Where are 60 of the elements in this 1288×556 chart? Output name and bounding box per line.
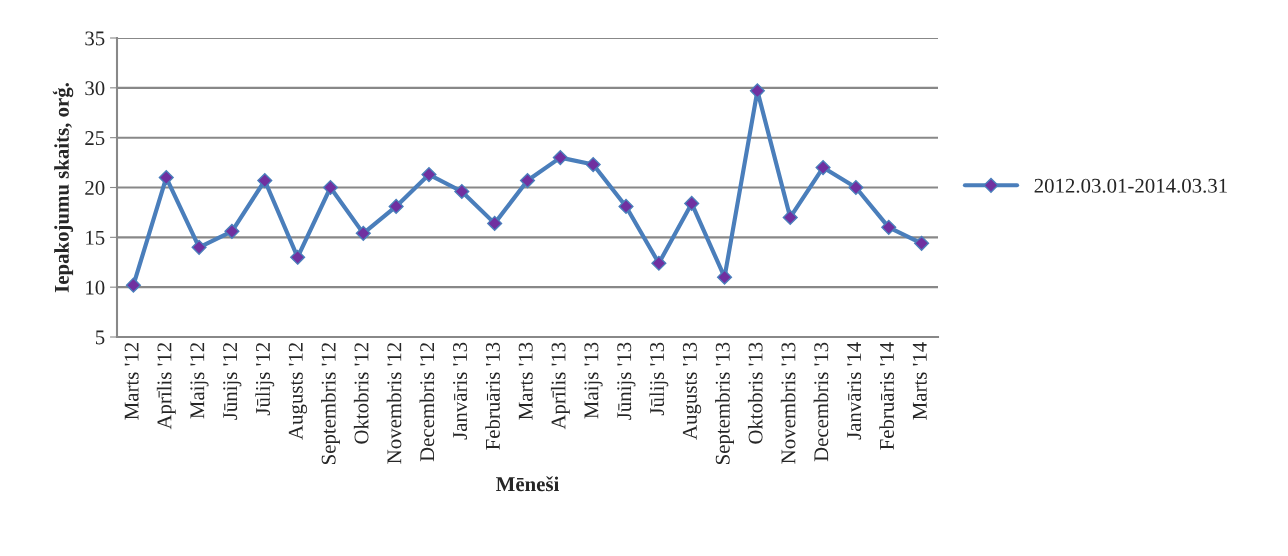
y-tick-label: 35	[85, 31, 105, 46]
x-tick-label: Jūlijs '13	[649, 342, 669, 416]
legend-label: 2012.03.01-2014.03.31	[1034, 178, 1227, 193]
x-tick-label: Maijs '13	[584, 342, 603, 419]
x-tick-label: Novembris '13	[780, 342, 796, 464]
x-tick-label: Februāris '13	[485, 342, 500, 450]
point	[388, 198, 404, 215]
y-tick-label: 20	[85, 180, 105, 195]
point	[421, 166, 437, 183]
x-tick-label: Janvāris '14	[847, 342, 862, 440]
x-tick-label: Jūlijs '12	[255, 343, 275, 416]
point	[322, 179, 339, 196]
y-tick-label: 5	[95, 330, 105, 345]
point	[290, 249, 306, 265]
point	[618, 198, 634, 215]
x-tick-label: Februāris '14	[879, 342, 894, 450]
x-tick-label: Augusts '13	[682, 342, 702, 440]
x-tick-label: Marts '13	[518, 342, 533, 420]
x-tick-label: Marts '12	[124, 343, 139, 420]
point	[815, 159, 831, 176]
x-tick-label: Septembris '13	[715, 342, 734, 464]
y-tick-label: 25	[85, 131, 105, 146]
x-tick-label: Marts '14	[912, 342, 927, 420]
x-tick-label: Maijs '12	[190, 343, 209, 419]
x-tick-label: Oktobris '12	[353, 343, 369, 444]
point	[914, 235, 930, 251]
point	[224, 223, 240, 239]
point	[158, 169, 174, 186]
point	[716, 269, 733, 285]
point	[454, 183, 470, 200]
x-axis-title: Mēneši	[496, 476, 560, 492]
point	[125, 277, 141, 293]
point	[585, 157, 601, 173]
point	[355, 225, 371, 241]
point	[519, 172, 536, 189]
x-tick-label: Augusts '12	[288, 343, 308, 440]
x-tick-label: Janvāris '13	[453, 342, 468, 440]
x-tick-label: Oktobris '13	[747, 342, 763, 444]
y-tick-label: 30	[85, 81, 105, 96]
x-tick-label: Decembris '12	[419, 343, 435, 462]
x-tick-label: Aprīlis '13	[550, 342, 570, 430]
point	[881, 219, 897, 235]
point	[191, 239, 207, 255]
point	[782, 209, 798, 225]
point	[552, 150, 568, 166]
point	[848, 179, 864, 196]
x-tick-label: Jūnijs '13	[617, 342, 636, 420]
y-tick-label: 10	[86, 280, 105, 295]
point	[684, 195, 700, 212]
point	[749, 83, 765, 99]
point	[651, 255, 667, 271]
y-tick-label: 15	[86, 230, 105, 245]
y-axis-title: Iepakojumu skaits, orģ.	[52, 83, 74, 293]
x-tick-label: Septembris '12	[321, 343, 340, 464]
point	[257, 172, 273, 189]
x-tick-label: Jūnijs '12	[223, 343, 242, 420]
x-tick-label: Novembris '12	[386, 343, 402, 464]
point	[487, 215, 503, 231]
x-tick-label: Decembris '13	[813, 342, 829, 462]
x-tick-label: Aprīlis '12	[156, 343, 176, 430]
